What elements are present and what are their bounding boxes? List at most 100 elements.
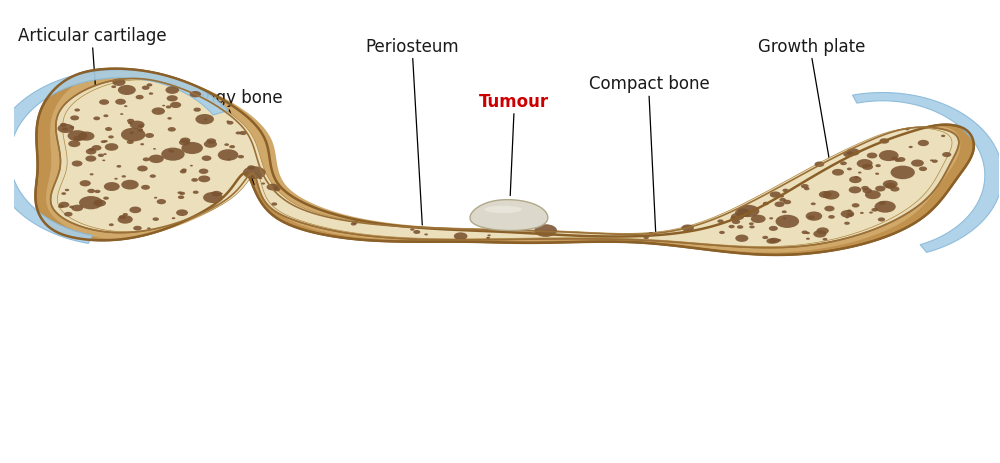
Ellipse shape: [92, 145, 102, 150]
Ellipse shape: [103, 140, 108, 143]
Ellipse shape: [94, 200, 106, 206]
Ellipse shape: [236, 131, 241, 134]
Ellipse shape: [203, 192, 223, 203]
Ellipse shape: [879, 150, 899, 161]
Ellipse shape: [875, 164, 881, 167]
Ellipse shape: [190, 91, 201, 97]
Ellipse shape: [227, 159, 231, 161]
Ellipse shape: [167, 117, 172, 119]
Ellipse shape: [874, 201, 896, 213]
Ellipse shape: [204, 140, 217, 148]
Ellipse shape: [749, 225, 755, 228]
Ellipse shape: [59, 202, 69, 208]
Ellipse shape: [832, 169, 844, 175]
Ellipse shape: [60, 123, 67, 126]
Ellipse shape: [243, 166, 266, 179]
Ellipse shape: [351, 222, 356, 225]
Ellipse shape: [729, 225, 735, 228]
Ellipse shape: [486, 237, 490, 239]
Ellipse shape: [776, 239, 781, 242]
Text: Spongy bone: Spongy bone: [174, 89, 283, 107]
Ellipse shape: [845, 217, 849, 219]
Ellipse shape: [776, 215, 799, 228]
Ellipse shape: [860, 212, 864, 214]
Ellipse shape: [865, 190, 881, 199]
Text: Periosteum: Periosteum: [366, 38, 459, 56]
Ellipse shape: [862, 164, 873, 170]
Ellipse shape: [749, 222, 754, 225]
Ellipse shape: [858, 171, 862, 174]
Ellipse shape: [229, 145, 235, 148]
Polygon shape: [853, 93, 1000, 252]
Ellipse shape: [103, 197, 109, 200]
Ellipse shape: [878, 218, 885, 221]
Ellipse shape: [885, 183, 896, 189]
Ellipse shape: [191, 178, 198, 182]
Ellipse shape: [168, 150, 172, 152]
Ellipse shape: [162, 105, 165, 106]
Ellipse shape: [643, 236, 649, 239]
Ellipse shape: [70, 126, 74, 128]
Ellipse shape: [875, 186, 886, 192]
Ellipse shape: [137, 129, 143, 132]
Ellipse shape: [122, 175, 126, 178]
Text: Compact bone: Compact bone: [589, 75, 709, 94]
Ellipse shape: [770, 191, 781, 198]
Ellipse shape: [808, 215, 815, 219]
Ellipse shape: [941, 135, 945, 137]
Ellipse shape: [867, 152, 877, 158]
Ellipse shape: [172, 217, 175, 219]
Ellipse shape: [109, 223, 114, 226]
Ellipse shape: [730, 216, 737, 220]
Ellipse shape: [73, 136, 82, 141]
Ellipse shape: [180, 170, 186, 174]
Ellipse shape: [193, 107, 201, 112]
Ellipse shape: [484, 206, 522, 213]
Ellipse shape: [70, 115, 79, 120]
Text: Growth plate: Growth plate: [758, 38, 865, 56]
Ellipse shape: [114, 178, 118, 180]
Ellipse shape: [813, 230, 827, 238]
Ellipse shape: [891, 156, 898, 160]
Ellipse shape: [828, 215, 835, 219]
Ellipse shape: [487, 234, 491, 236]
Ellipse shape: [80, 180, 91, 187]
Ellipse shape: [681, 225, 694, 232]
Ellipse shape: [930, 159, 933, 161]
Ellipse shape: [178, 195, 184, 199]
Ellipse shape: [267, 184, 279, 190]
Ellipse shape: [138, 125, 144, 128]
Ellipse shape: [779, 195, 784, 198]
Ellipse shape: [219, 193, 223, 195]
Ellipse shape: [179, 192, 185, 195]
Ellipse shape: [179, 139, 190, 145]
Ellipse shape: [895, 159, 900, 162]
Ellipse shape: [823, 190, 839, 200]
Ellipse shape: [136, 95, 144, 100]
Ellipse shape: [102, 160, 105, 161]
Ellipse shape: [129, 131, 134, 134]
Ellipse shape: [879, 201, 886, 205]
Ellipse shape: [78, 131, 94, 141]
Ellipse shape: [847, 168, 852, 170]
Ellipse shape: [717, 219, 724, 223]
Ellipse shape: [238, 155, 244, 158]
Ellipse shape: [193, 191, 199, 194]
Ellipse shape: [111, 85, 116, 88]
Ellipse shape: [118, 215, 133, 224]
Ellipse shape: [195, 114, 214, 125]
Ellipse shape: [140, 143, 144, 145]
Ellipse shape: [94, 190, 100, 193]
Ellipse shape: [103, 114, 108, 117]
Ellipse shape: [737, 225, 743, 229]
Ellipse shape: [149, 155, 164, 163]
Ellipse shape: [153, 148, 156, 150]
Ellipse shape: [824, 206, 835, 212]
Ellipse shape: [735, 208, 751, 217]
Ellipse shape: [152, 107, 165, 115]
Ellipse shape: [105, 127, 112, 131]
Ellipse shape: [762, 236, 768, 239]
Ellipse shape: [883, 180, 898, 188]
Ellipse shape: [806, 212, 822, 221]
Ellipse shape: [769, 226, 778, 231]
